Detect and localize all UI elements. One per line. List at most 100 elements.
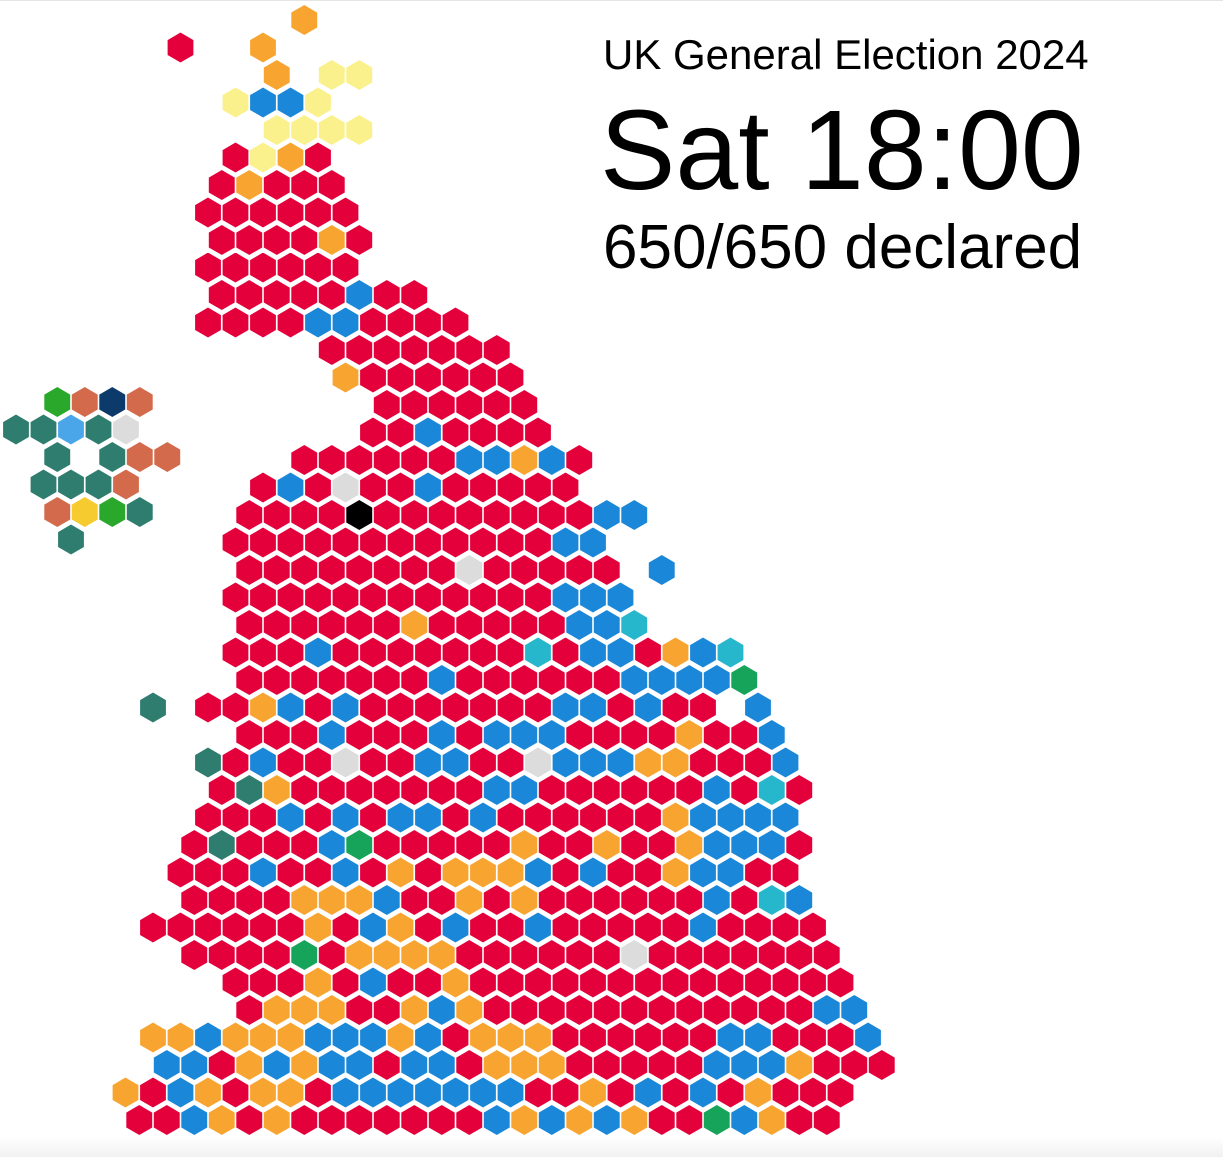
constituency-labour[interactable] <box>386 746 415 779</box>
constituency-labour[interactable] <box>317 553 346 587</box>
constituency-conservative[interactable] <box>606 636 635 669</box>
constituency-conservative[interactable] <box>702 883 731 917</box>
constituency-labour[interactable] <box>276 196 305 229</box>
constituency-dup-ni[interactable] <box>70 385 99 419</box>
constituency-conservative[interactable] <box>634 691 662 724</box>
constituency-labour[interactable] <box>620 773 649 807</box>
constituency-conservative[interactable] <box>730 1103 759 1137</box>
constituency-labour[interactable] <box>455 718 484 752</box>
constituency-labour[interactable] <box>304 691 332 724</box>
constituency-labour[interactable] <box>592 938 621 972</box>
constituency-snp[interactable] <box>345 113 374 147</box>
constituency-conservative[interactable] <box>675 663 704 697</box>
constituency-labour[interactable] <box>455 938 484 972</box>
constituency-labour[interactable] <box>606 801 635 834</box>
constituency-lib-dem[interactable] <box>744 1076 772 1109</box>
constituency-labour[interactable] <box>304 471 332 504</box>
constituency-labour[interactable] <box>262 828 291 862</box>
constituency-sinn-fein-ni[interactable] <box>98 440 127 474</box>
constituency-labour[interactable] <box>235 223 264 257</box>
constituency-labour[interactable] <box>276 526 305 559</box>
constituency-labour[interactable] <box>372 333 401 367</box>
constituency-conservative[interactable] <box>317 828 346 862</box>
constituency-lib-dem[interactable] <box>427 938 456 972</box>
constituency-labour[interactable] <box>400 333 429 367</box>
constituency-labour[interactable] <box>606 1021 635 1054</box>
constituency-labour[interactable] <box>304 746 332 779</box>
constituency-conservative[interactable] <box>647 553 676 587</box>
constituency-conservative[interactable] <box>427 663 456 697</box>
constituency-labour[interactable] <box>496 966 525 999</box>
constituency-labour[interactable] <box>372 553 401 587</box>
constituency-labour[interactable] <box>221 141 250 174</box>
constituency-snp[interactable] <box>262 113 291 147</box>
constituency-labour[interactable] <box>647 883 676 917</box>
constituency-conservative[interactable] <box>592 1103 621 1137</box>
constituency-labour[interactable] <box>290 663 319 697</box>
constituency-labour[interactable] <box>524 801 552 834</box>
constituency-labour[interactable] <box>744 911 772 944</box>
constituency-labour[interactable] <box>606 691 635 724</box>
constituency-labour[interactable] <box>565 883 594 917</box>
constituency-labour[interactable] <box>400 828 429 862</box>
constituency-sinn-fein-ni[interactable] <box>125 495 154 529</box>
constituency-conservative[interactable] <box>359 1076 387 1109</box>
constituency-labour[interactable] <box>262 608 291 642</box>
constituency-labour[interactable] <box>482 553 511 587</box>
constituency-labour[interactable] <box>592 993 621 1027</box>
constituency-lib-dem[interactable] <box>290 883 319 917</box>
constituency-labour[interactable] <box>455 608 484 642</box>
constituency-labour[interactable] <box>221 251 250 284</box>
constituency-labour[interactable] <box>469 471 497 504</box>
constituency-labour[interactable] <box>510 663 539 697</box>
constituency-conservative[interactable] <box>427 1048 456 1082</box>
constituency-labour[interactable] <box>372 388 401 422</box>
constituency-labour[interactable] <box>207 773 236 807</box>
constituency-labour[interactable] <box>441 471 470 504</box>
constituency-labour[interactable] <box>317 168 346 202</box>
constituency-labour[interactable] <box>372 993 401 1027</box>
constituency-labour[interactable] <box>180 938 209 972</box>
constituency-labour[interactable] <box>469 416 497 449</box>
constituency-labour[interactable] <box>496 801 525 834</box>
constituency-independent[interactable] <box>331 471 360 504</box>
constituency-labour[interactable] <box>716 746 745 779</box>
constituency-lib-dem[interactable] <box>262 993 291 1027</box>
constituency-conservative[interactable] <box>427 993 456 1027</box>
constituency-labour[interactable] <box>386 416 415 449</box>
constituency-conservative[interactable] <box>854 1021 882 1054</box>
constituency-labour[interactable] <box>235 498 264 532</box>
constituency-conservative[interactable] <box>180 1048 209 1082</box>
constituency-labour[interactable] <box>359 801 387 834</box>
constituency-labour[interactable] <box>785 993 814 1027</box>
constituency-sdlp-ni[interactable] <box>98 495 127 529</box>
constituency-labour[interactable] <box>482 828 511 862</box>
constituency-lib-dem[interactable] <box>262 58 291 92</box>
constituency-labour[interactable] <box>372 718 401 752</box>
constituency-labour[interactable] <box>441 801 470 834</box>
constituency-labour[interactable] <box>647 1048 676 1082</box>
constituency-labour[interactable] <box>400 443 429 477</box>
constituency-labour[interactable] <box>867 1048 896 1082</box>
constituency-conservative[interactable] <box>551 581 580 614</box>
constituency-labour[interactable] <box>799 966 827 999</box>
constituency-conservative[interactable] <box>579 746 607 779</box>
constituency-labour[interactable] <box>235 993 264 1027</box>
constituency-labour[interactable] <box>139 1076 167 1109</box>
constituency-labour[interactable] <box>372 1048 401 1082</box>
constituency-labour[interactable] <box>469 691 497 724</box>
constituency-labour[interactable] <box>482 333 511 367</box>
constituency-labour[interactable] <box>235 608 264 642</box>
constituency-green[interactable] <box>730 663 759 697</box>
constituency-conservative[interactable] <box>331 306 360 339</box>
constituency-labour[interactable] <box>826 966 855 999</box>
constituency-conservative[interactable] <box>441 746 470 779</box>
constituency-labour[interactable] <box>537 828 566 862</box>
constituency-labour[interactable] <box>427 388 456 422</box>
constituency-conservative[interactable] <box>455 443 484 477</box>
constituency-labour[interactable] <box>551 1021 580 1054</box>
constituency-labour[interactable] <box>826 1021 855 1054</box>
constituency-labour[interactable] <box>771 1021 800 1054</box>
constituency-conservative[interactable] <box>469 801 497 834</box>
constituency-conservative[interactable] <box>702 828 731 862</box>
